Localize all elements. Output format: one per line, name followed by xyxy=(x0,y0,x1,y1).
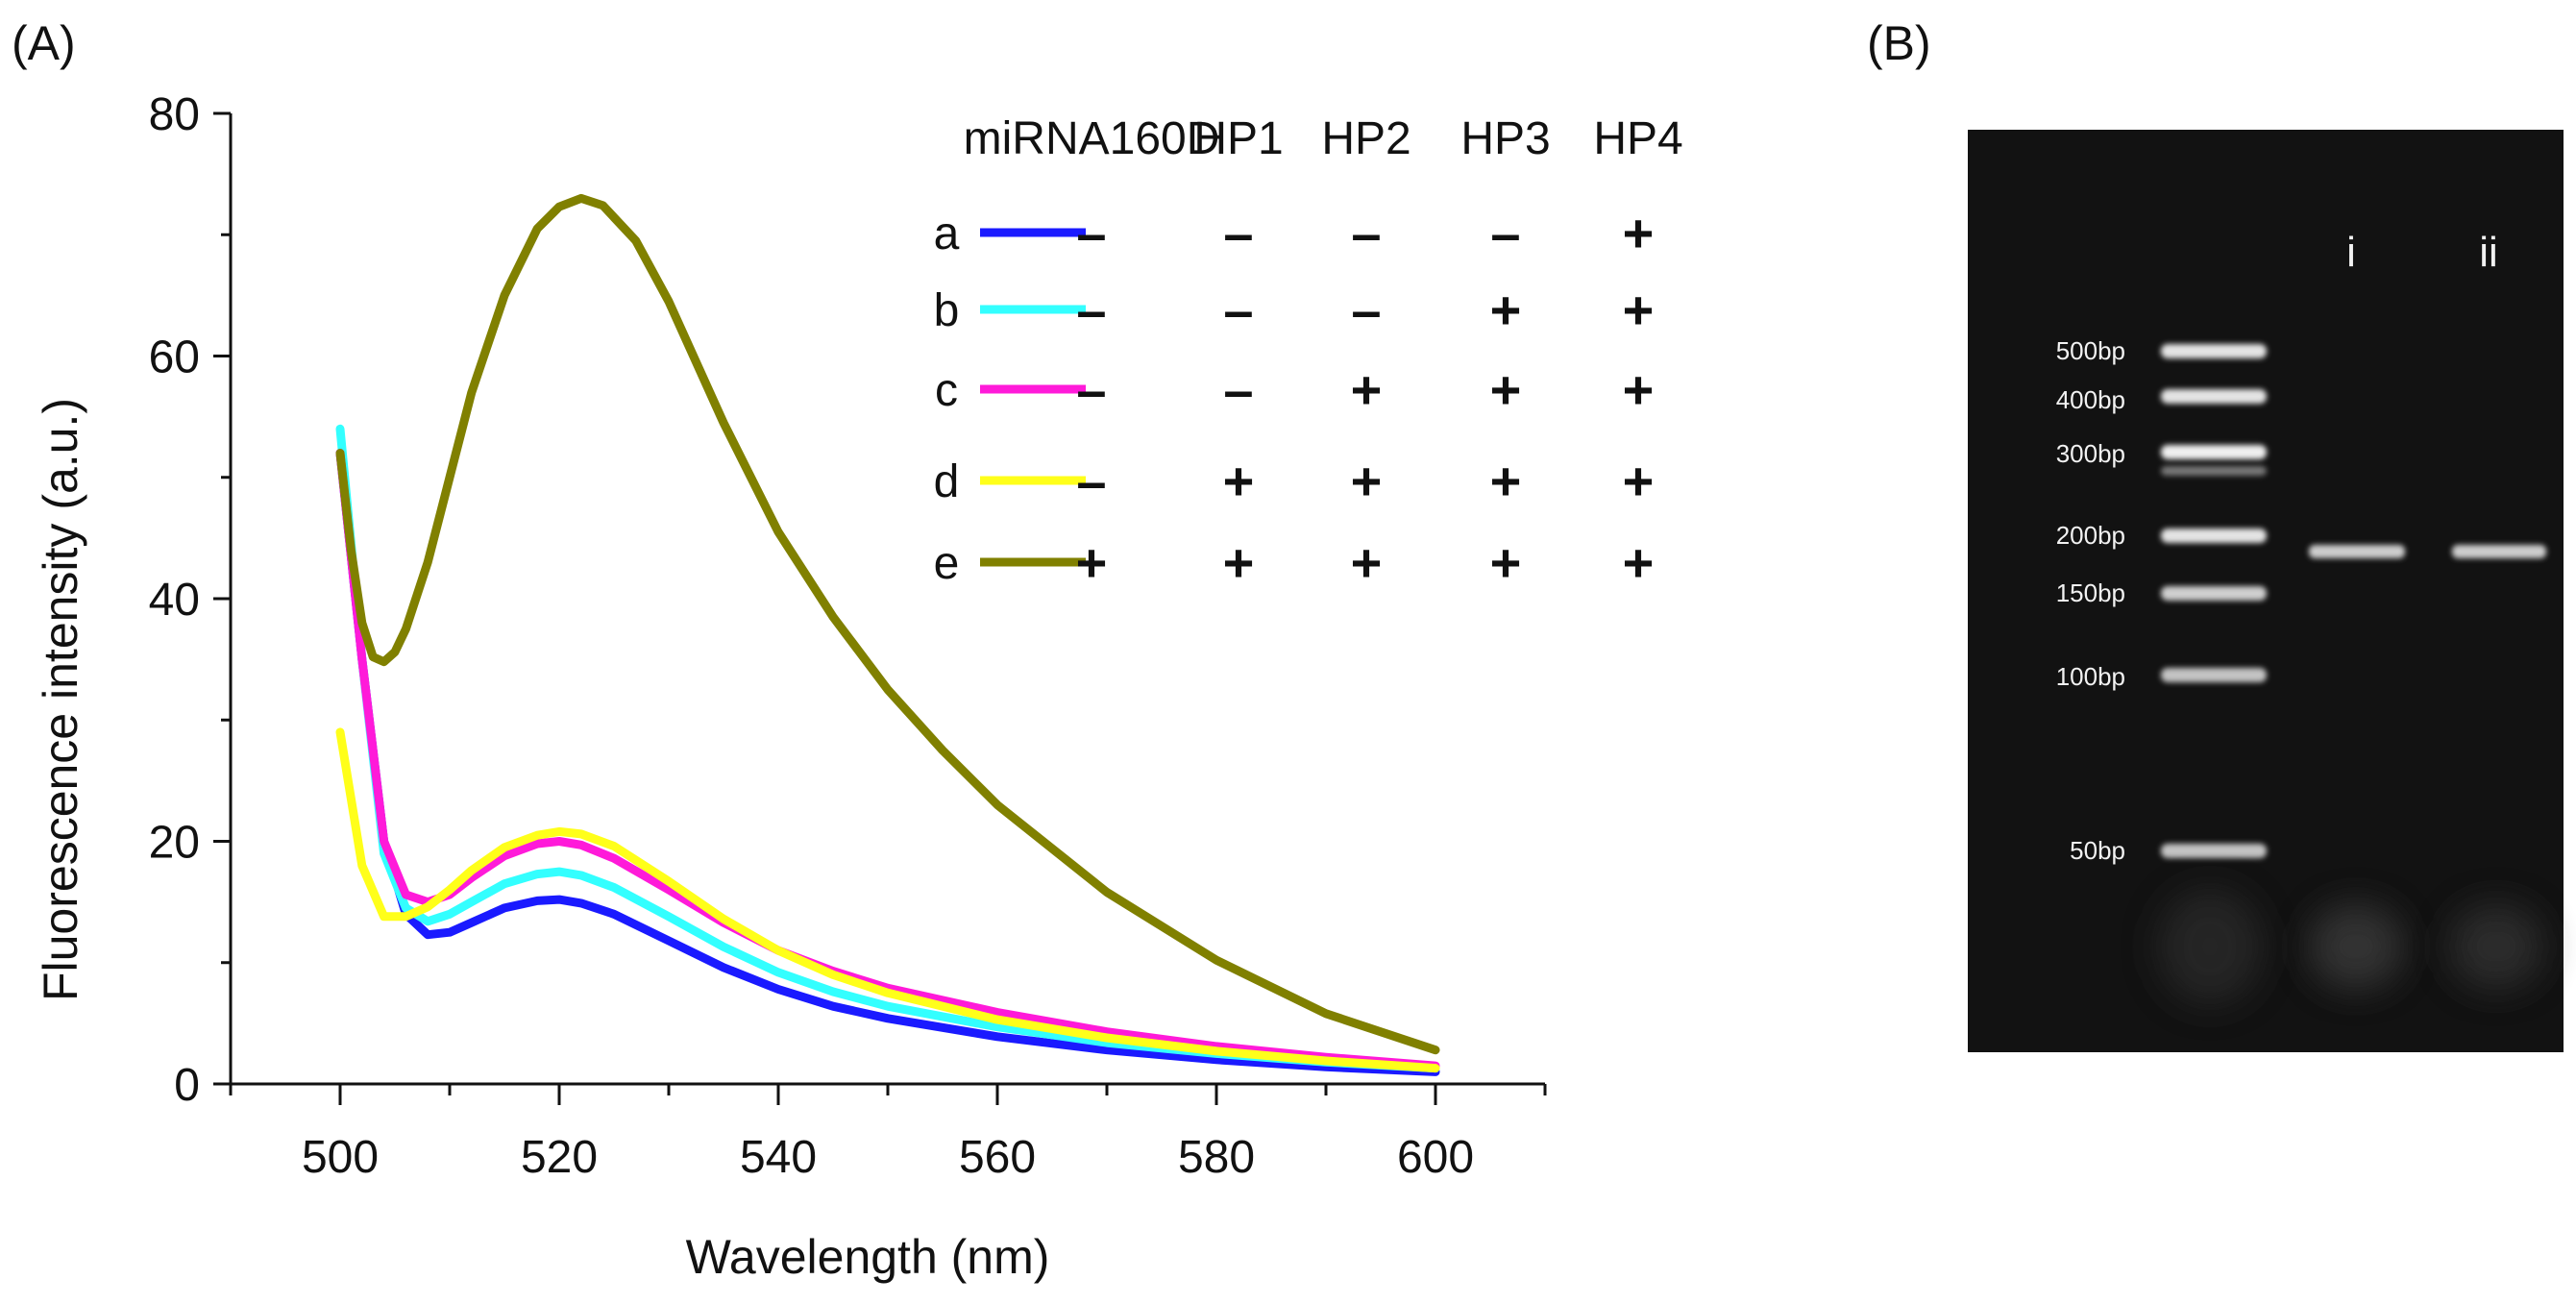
legend-column-header: miRNA160D xyxy=(964,113,1220,164)
primer-smear xyxy=(2448,903,2544,990)
series-a-line xyxy=(335,449,1440,1076)
axes: 500 520 540 560 580 600 0 20 40 60 80 xyxy=(149,89,1547,1183)
ladder-label: 500bp xyxy=(2056,336,2125,365)
series-d-line xyxy=(335,727,1440,1073)
panel-label-b: (B) xyxy=(1867,16,1931,70)
legend-row-label: c xyxy=(935,365,958,416)
legend-sign: + xyxy=(1351,359,1383,420)
legend-sign: + xyxy=(1490,451,1522,511)
curves xyxy=(335,193,1440,1076)
y-tick-label: 80 xyxy=(149,89,200,140)
legend-sign: + xyxy=(1351,532,1383,593)
primer-smear xyxy=(2308,903,2404,990)
ladder-band xyxy=(2161,529,2267,543)
legend-sign: – xyxy=(1076,280,1106,340)
y-tick-label: 60 xyxy=(149,332,200,383)
series-b-line xyxy=(335,424,1440,1073)
x-axis-title: Wavelength (nm) xyxy=(686,1230,1050,1284)
legend-sign: + xyxy=(1490,359,1522,420)
legend-sign: + xyxy=(1223,532,1255,593)
legend-sign: + xyxy=(1223,451,1255,511)
ladder-band xyxy=(2161,445,2267,459)
ladder-band xyxy=(2161,668,2267,682)
legend-sign: + xyxy=(1076,532,1108,593)
lane-label: ii xyxy=(2479,229,2498,276)
ladder-label: 100bp xyxy=(2056,662,2125,691)
series-e-line xyxy=(335,193,1440,1055)
ladder-band xyxy=(2161,466,2267,476)
legend-row-label: d xyxy=(934,456,960,507)
legend-sign: – xyxy=(1351,203,1381,263)
legend-sign: – xyxy=(1076,451,1106,511)
legend-sign: + xyxy=(1490,280,1522,340)
y-tick-label: 20 xyxy=(149,818,200,869)
series-c-line xyxy=(335,449,1440,1070)
legend-column-header: HP2 xyxy=(1321,113,1411,164)
y-axis-title: Fluorescence intensity (a.u.) xyxy=(34,398,87,1001)
sample-band-i xyxy=(2309,545,2405,558)
ladder-band xyxy=(2161,586,2267,601)
legend-sign: + xyxy=(1623,451,1655,511)
x-tick-label: 600 xyxy=(1397,1132,1474,1183)
panel-a: (A) 500 520 540 560 580 600 0 20 40 60 80 Waveleng… xyxy=(12,16,1683,1284)
legend-sign: – xyxy=(1223,280,1253,340)
ladder-label: 300bp xyxy=(2056,439,2125,468)
sample-band-ii xyxy=(2452,545,2546,558)
legend-row-label: b xyxy=(934,285,960,336)
ladder-smear xyxy=(2157,889,2263,1004)
x-tick-label: 500 xyxy=(302,1132,379,1183)
x-tick-label: 560 xyxy=(959,1132,1036,1183)
legend-column-header: HP3 xyxy=(1460,113,1550,164)
ladder-band xyxy=(2161,344,2267,358)
legend-sign: + xyxy=(1623,203,1655,263)
legend-sign: + xyxy=(1351,451,1383,511)
legend-sign: + xyxy=(1490,532,1522,593)
x-tick-label: 520 xyxy=(521,1132,598,1183)
legend-row-label: a xyxy=(934,209,960,259)
legend-sign: – xyxy=(1076,359,1106,420)
legend-sign: – xyxy=(1076,203,1106,263)
legend-sign: + xyxy=(1623,359,1655,420)
x-tick-label: 580 xyxy=(1178,1132,1255,1183)
ladder-label: 200bp xyxy=(2056,521,2125,550)
legend-sign: – xyxy=(1223,203,1253,263)
legend-sign: – xyxy=(1351,280,1381,340)
legend-sign: + xyxy=(1623,532,1655,593)
legend-sign: – xyxy=(1490,203,1520,263)
ladder-label: 400bp xyxy=(2056,385,2125,414)
ladder-label: 150bp xyxy=(2056,578,2125,607)
legend-row-label: e xyxy=(934,538,960,589)
y-tick-label: 0 xyxy=(174,1060,200,1111)
lane-label: i xyxy=(2346,229,2356,276)
ladder-band xyxy=(2161,844,2267,858)
panel-label-a: (A) xyxy=(12,16,76,70)
legend-sign: + xyxy=(1623,280,1655,340)
y-tick-label: 40 xyxy=(149,575,200,626)
legend-sign: – xyxy=(1223,359,1253,420)
legend-column-header: HP1 xyxy=(1193,113,1283,164)
legend-column-header: HP4 xyxy=(1593,113,1682,164)
x-tick-label: 540 xyxy=(740,1132,817,1183)
ladder-label: 50bp xyxy=(2070,836,2125,865)
ladder-band xyxy=(2161,389,2267,404)
